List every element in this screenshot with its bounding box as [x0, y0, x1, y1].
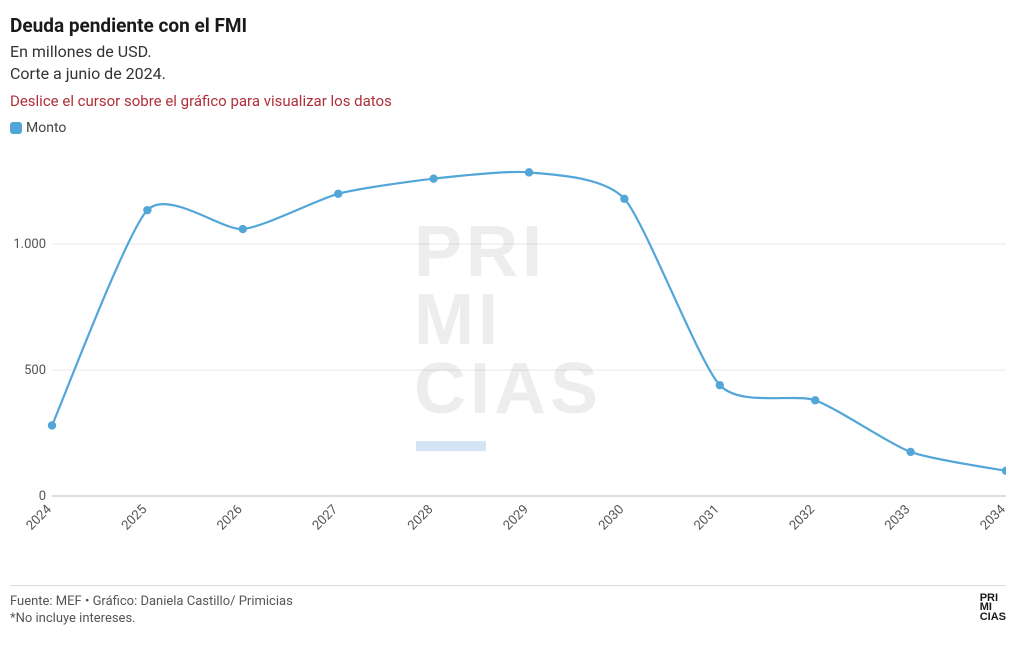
source-line: Fuente: MEF • Gráfico: Daniela Castillo/…	[10, 594, 293, 609]
chart-title: Deuda pendiente con el FMI	[10, 14, 1010, 37]
svg-text:2027: 2027	[310, 502, 341, 533]
svg-text:2030: 2030	[596, 502, 627, 533]
hover-hint: Deslice el cursor sobre el gráfico para …	[10, 92, 1010, 110]
svg-text:2031: 2031	[691, 502, 722, 533]
svg-text:2029: 2029	[501, 502, 532, 533]
svg-text:2034: 2034	[978, 502, 1006, 534]
chart-area[interactable]: PRI MI CIAS 05001.0002024202520262027202…	[10, 144, 1006, 544]
svg-text:2032: 2032	[787, 502, 818, 533]
legend-label: Monto	[26, 120, 66, 136]
svg-text:500: 500	[24, 363, 46, 378]
svg-text:2025: 2025	[119, 502, 150, 533]
svg-text:2033: 2033	[882, 502, 913, 533]
legend: Monto	[10, 120, 1010, 136]
legend-swatch	[10, 122, 22, 134]
svg-text:1.000: 1.000	[13, 237, 46, 252]
chart-subtitle-1: En millones de USD.	[10, 41, 1010, 63]
svg-text:2028: 2028	[405, 502, 436, 533]
chart-subtitle-2: Corte a junio de 2024.	[10, 63, 1010, 85]
note-line: *No incluye intereses.	[10, 611, 293, 626]
svg-text:2026: 2026	[214, 502, 245, 533]
svg-text:2024: 2024	[24, 502, 56, 534]
brand-logo: PRI MI CIAS	[980, 594, 1006, 622]
chart-svg[interactable]: 0 500 1.000 2024 2025 2026 2027 2028 2029 2030 203…	[10, 144, 1006, 544]
footer: Fuente: MEF • Gráfico: Daniela Castillo/…	[10, 585, 1006, 626]
svg-text:0: 0	[39, 489, 46, 504]
